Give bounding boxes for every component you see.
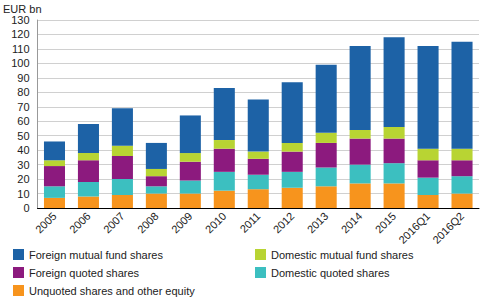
svg-text:Foreign mutual fund shares: Foreign mutual fund shares (29, 249, 163, 261)
svg-text:110: 110 (12, 43, 30, 55)
svg-text:100: 100 (11, 57, 29, 69)
svg-text:120: 120 (11, 28, 29, 40)
svg-text:2016Q1: 2016Q1 (396, 210, 432, 246)
svg-text:2006: 2006 (67, 210, 93, 236)
svg-text:2007: 2007 (101, 210, 127, 236)
svg-text:2016Q2: 2016Q2 (430, 210, 466, 246)
svg-text:2009: 2009 (169, 210, 195, 236)
svg-text:20: 20 (17, 173, 29, 185)
svg-text:EUR bn: EUR bn (3, 3, 42, 15)
svg-text:Unquoted shares and other equi: Unquoted shares and other equity (29, 285, 195, 297)
svg-text:2015: 2015 (373, 210, 399, 236)
svg-text:90: 90 (17, 72, 29, 84)
svg-text:80: 80 (17, 86, 29, 98)
svg-text:2011: 2011 (237, 210, 262, 235)
svg-text:40: 40 (17, 144, 29, 156)
svg-text:70: 70 (17, 101, 29, 113)
svg-text:30: 30 (17, 159, 29, 171)
svg-text:2010: 2010 (203, 210, 229, 236)
svg-text:130: 130 (11, 14, 29, 26)
svg-text:0: 0 (23, 202, 29, 214)
svg-text:Domestic quoted shares: Domestic quoted shares (271, 267, 390, 279)
svg-text:2013: 2013 (305, 210, 331, 236)
svg-text:Domestic mutual fund shares: Domestic mutual fund shares (271, 249, 414, 261)
svg-text:2012: 2012 (271, 210, 297, 236)
svg-text:2005: 2005 (33, 210, 59, 236)
svg-text:10: 10 (17, 188, 29, 200)
svg-text:60: 60 (17, 115, 29, 127)
svg-text:Foreign quoted shares: Foreign quoted shares (29, 267, 140, 279)
svg-text:50: 50 (17, 130, 29, 142)
svg-text:2014: 2014 (339, 210, 365, 236)
svg-text:2008: 2008 (135, 210, 161, 236)
